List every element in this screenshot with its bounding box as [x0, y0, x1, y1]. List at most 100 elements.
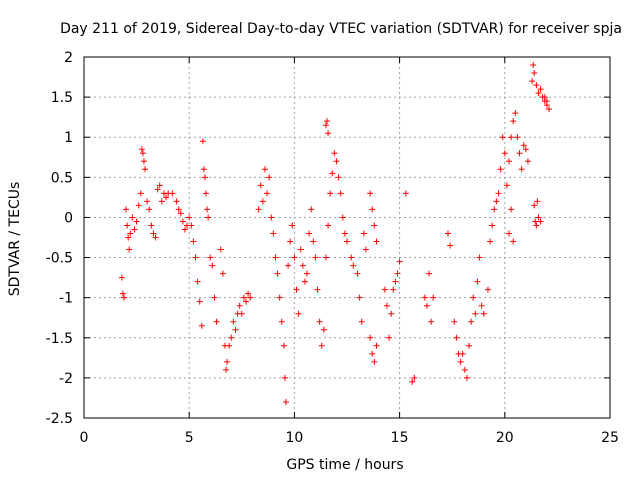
data-point [331, 150, 338, 157]
data-point [503, 182, 510, 189]
data-point [510, 118, 517, 125]
data-point [219, 270, 226, 277]
data-point [204, 206, 211, 213]
data-point [468, 318, 475, 325]
data-point [392, 278, 399, 285]
data-point [211, 294, 218, 301]
data-point [154, 186, 161, 193]
data-point [126, 246, 133, 253]
data-point [489, 222, 496, 229]
data-point [173, 198, 180, 205]
data-point [463, 374, 470, 381]
data-point [541, 94, 548, 101]
data-point [124, 222, 131, 229]
data-point [510, 238, 517, 245]
data-point [520, 142, 527, 149]
data-point [238, 310, 245, 317]
data-point [396, 258, 403, 265]
data-point [388, 310, 395, 317]
data-point [203, 190, 210, 197]
data-point [480, 310, 487, 317]
data-point [487, 238, 494, 245]
data-point [127, 230, 134, 237]
chart-title: Day 211 of 2019, Sidereal Day-to-day VTE… [60, 21, 622, 37]
data-point [199, 138, 206, 145]
data-point [518, 166, 525, 173]
data-point [150, 230, 157, 237]
data-point [383, 302, 390, 309]
data-point [192, 254, 199, 261]
data-point [119, 290, 126, 297]
data-point [148, 222, 155, 229]
data-point [120, 294, 127, 301]
y-tick-label: -1.5 [46, 331, 73, 347]
data-point [217, 246, 224, 253]
data-point [207, 254, 214, 261]
y-tick-label: -2.5 [46, 411, 73, 427]
data-point [188, 222, 195, 229]
data-point [362, 246, 369, 253]
data-point [373, 342, 380, 349]
y-tick-label: 1.5 [51, 90, 73, 106]
data-point [447, 242, 454, 249]
data-point [470, 294, 477, 301]
data-point [350, 262, 357, 269]
data-point [125, 234, 132, 241]
data-point [129, 214, 136, 221]
data-point [232, 326, 239, 333]
data-point [461, 366, 468, 373]
y-tick-label: 0.5 [51, 170, 73, 186]
data-point [354, 270, 361, 277]
data-point [474, 278, 481, 285]
data-point [358, 318, 365, 325]
data-point [306, 230, 313, 237]
data-point [268, 214, 275, 221]
data-point [493, 198, 500, 205]
x-axis-ticks: 0 5 10 15 20 25 [80, 57, 619, 446]
data-point [394, 270, 401, 277]
data-point [360, 230, 367, 237]
data-point [297, 246, 304, 253]
data-point [457, 358, 464, 365]
data-point [255, 206, 262, 213]
data-point [409, 378, 416, 385]
data-point [508, 206, 515, 213]
data-point [224, 358, 231, 365]
data-point [152, 234, 159, 241]
data-point [535, 90, 542, 97]
data-point [327, 190, 334, 197]
data-point [304, 270, 311, 277]
x-tick-label: 20 [496, 430, 514, 446]
data-point [325, 222, 332, 229]
y-tick-label: 1 [64, 130, 73, 146]
grid-lines [84, 57, 610, 418]
data-point [506, 158, 513, 165]
data-point [533, 82, 540, 89]
data-point [138, 146, 145, 153]
data-point [179, 218, 186, 225]
data-point [421, 294, 428, 301]
data-point [484, 286, 491, 293]
x-axis-label: GPS time / hours [286, 457, 403, 473]
data-point [402, 190, 409, 197]
data-point [280, 342, 287, 349]
data-point [381, 286, 388, 293]
data-point [324, 118, 331, 125]
data-point [308, 206, 315, 213]
data-point [287, 238, 294, 245]
data-point [371, 358, 378, 365]
data-point [367, 190, 374, 197]
data-point [282, 398, 289, 405]
data-point [337, 190, 344, 197]
data-point [426, 270, 433, 277]
data-point [276, 294, 283, 301]
data-point [261, 166, 268, 173]
x-tick-label: 5 [185, 430, 194, 446]
data-point [322, 254, 329, 261]
data-point [200, 166, 207, 173]
data-point [131, 226, 138, 233]
y-tick-label: 0 [64, 210, 73, 226]
data-point [371, 222, 378, 229]
data-point [497, 166, 504, 173]
